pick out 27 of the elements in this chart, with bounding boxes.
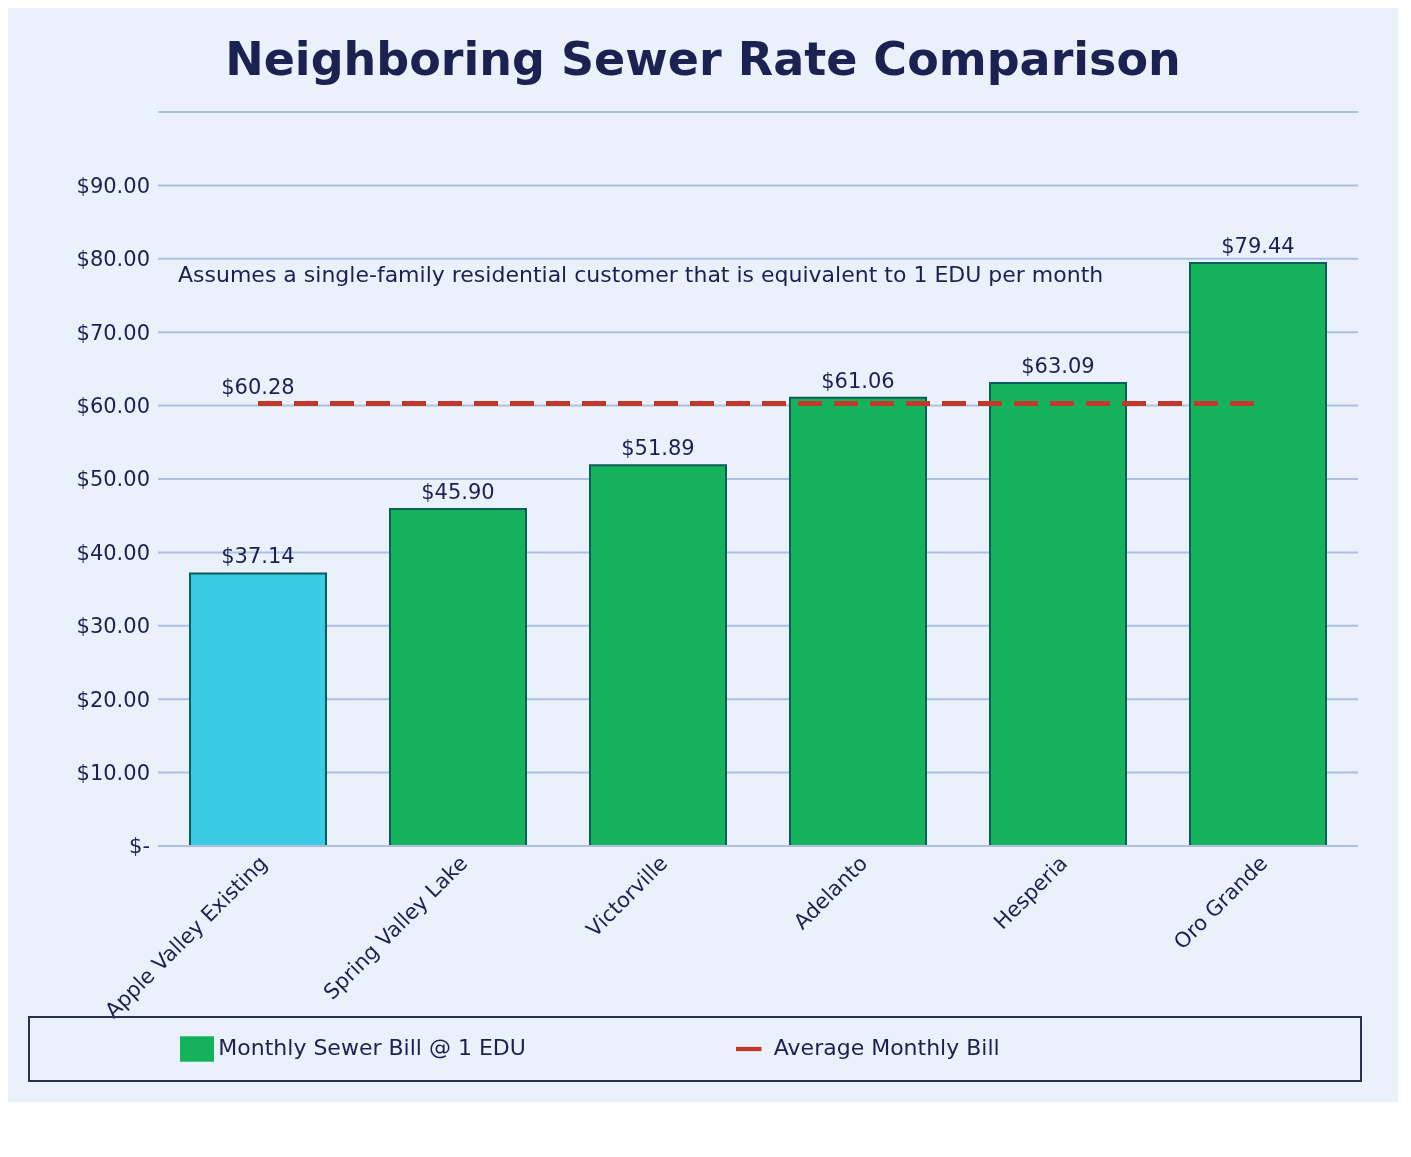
- bar: [989, 381, 1127, 846]
- bar: [189, 572, 327, 846]
- bar: [589, 464, 727, 846]
- bar: [389, 508, 527, 846]
- data-label: $79.44: [1221, 233, 1295, 258]
- y-tick-label: $-: [129, 834, 150, 859]
- y-tick-label: $40.00: [76, 540, 150, 565]
- chart-title: Neighboring Sewer Rate Comparison: [224, 31, 1182, 88]
- data-label: $61.06: [821, 368, 895, 393]
- legend-label: Average Monthly Bill: [773, 1035, 1000, 1060]
- data-label: $37.14: [221, 544, 295, 569]
- y-tick-label: $60.00: [76, 394, 150, 419]
- data-label: $45.90: [421, 480, 495, 505]
- y-tick-label: $50.00: [76, 467, 150, 492]
- legend-label: Monthly Sewer Bill @ 1 EDU: [218, 1035, 526, 1060]
- y-tick-label: $90.00: [76, 173, 150, 198]
- y-tick-label: $10.00: [76, 761, 150, 786]
- annotation: Assumes a single-family residential customer that is equivalent to 1 EDU per month: [178, 262, 1104, 287]
- y-tick-label: $70.00: [76, 320, 150, 345]
- y-tick-label: $30.00: [76, 614, 150, 639]
- data-label: $60.28: [221, 374, 295, 399]
- y-tick-label: $20.00: [76, 687, 150, 712]
- data-label: $51.89: [621, 436, 695, 461]
- y-tick-label: $80.00: [76, 247, 150, 272]
- data-label: $63.09: [1021, 353, 1095, 378]
- bar: [1189, 261, 1327, 846]
- bar: [789, 396, 927, 846]
